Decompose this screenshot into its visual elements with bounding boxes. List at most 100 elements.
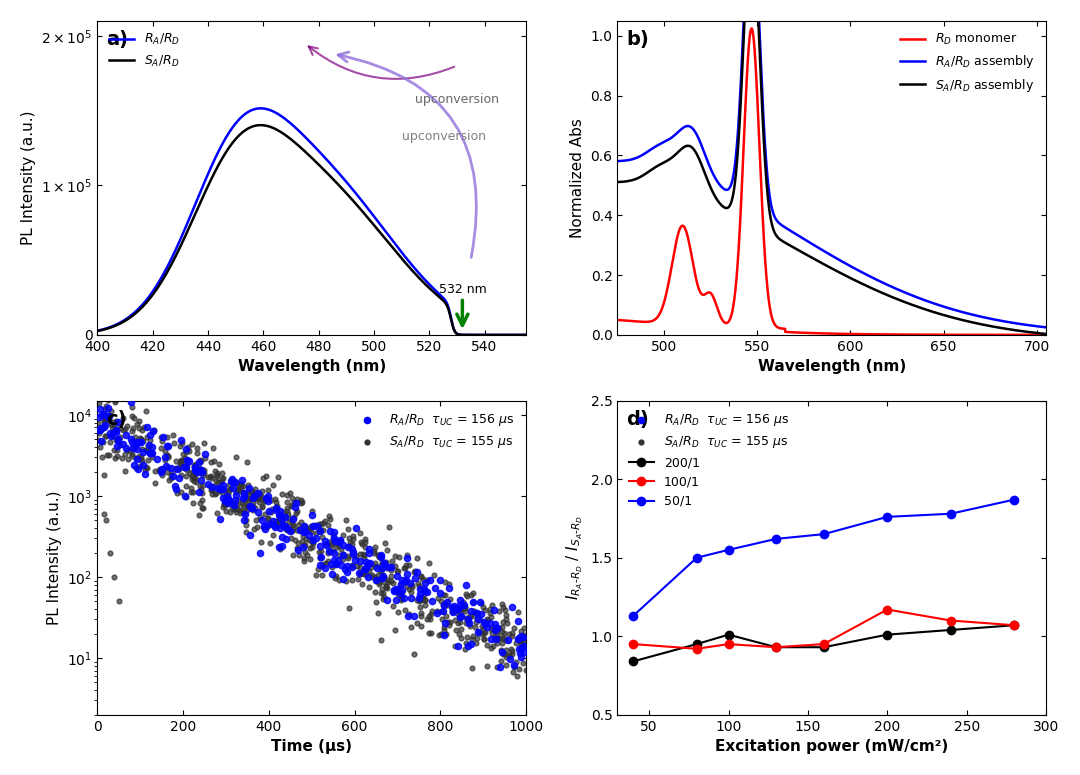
Point [253, 500, 270, 512]
Point [213, 473, 230, 485]
Point [90, 417, 107, 429]
Point [340, 540, 357, 553]
Point [256, 494, 273, 507]
Point [311, 525, 328, 537]
Point [132, 432, 149, 445]
Point [410, 584, 428, 596]
Point [108, 439, 125, 452]
Point [433, 612, 450, 625]
Point [303, 509, 321, 522]
Point [408, 566, 426, 578]
Point [167, 462, 185, 474]
Point [431, 629, 448, 642]
Point [509, 670, 526, 683]
Point [373, 556, 390, 568]
Point [134, 446, 151, 459]
Point [340, 552, 357, 564]
Point [397, 559, 415, 571]
Point [402, 591, 419, 604]
Point [373, 634, 390, 646]
Point [252, 490, 269, 502]
Point [509, 633, 526, 646]
Point [502, 642, 519, 655]
Point [271, 543, 288, 556]
Point [241, 482, 258, 494]
Point [134, 424, 151, 436]
Point [292, 525, 309, 537]
Point [324, 567, 341, 580]
Point [110, 595, 127, 608]
Point [121, 445, 138, 457]
Point [234, 498, 252, 511]
Point [314, 517, 332, 529]
Point [114, 438, 132, 450]
Point [177, 454, 194, 467]
Point [202, 456, 219, 468]
Point [159, 431, 176, 443]
Point [498, 609, 515, 622]
Point [117, 464, 134, 477]
Point [397, 574, 415, 586]
Point [426, 569, 443, 581]
Point [129, 418, 146, 430]
Point [217, 494, 234, 506]
Point [167, 455, 185, 467]
Point [267, 493, 284, 505]
Point [436, 576, 454, 588]
Point [282, 532, 299, 544]
Point [194, 468, 212, 480]
Point [320, 536, 337, 549]
Point [205, 455, 222, 467]
Point [367, 574, 384, 587]
Point [114, 412, 132, 424]
Point [249, 487, 267, 499]
Point [259, 490, 276, 502]
Point [484, 622, 501, 635]
50/1 [770, 534, 783, 543]
Point [369, 569, 387, 581]
Point [384, 600, 402, 612]
Point [244, 487, 261, 500]
Point [341, 536, 359, 549]
Point [189, 442, 206, 454]
FancyArrowPatch shape [338, 52, 476, 257]
Point [340, 601, 357, 614]
Point [433, 604, 450, 617]
Point [495, 626, 512, 639]
Point [175, 461, 192, 474]
Point [332, 534, 349, 546]
Point [505, 622, 523, 635]
Y-axis label: PL Intensity (a.u.): PL Intensity (a.u.) [21, 111, 36, 245]
Point [487, 621, 504, 633]
Point [265, 515, 282, 528]
X-axis label: Wavelength (nm): Wavelength (nm) [238, 360, 386, 374]
Point [470, 626, 487, 639]
Point [308, 532, 325, 544]
Point [293, 498, 310, 510]
Point [396, 576, 414, 588]
Point [494, 637, 511, 649]
Point [512, 630, 529, 642]
Point [431, 574, 448, 587]
Point [96, 429, 113, 442]
Point [368, 573, 386, 585]
Point [131, 415, 148, 428]
Point [408, 616, 426, 629]
Point [265, 519, 282, 532]
Point [274, 519, 292, 532]
Point [244, 501, 261, 514]
Point [97, 400, 114, 412]
Point [345, 548, 362, 560]
Point [183, 482, 200, 494]
Point [515, 622, 532, 635]
Point [464, 596, 482, 608]
Point [460, 613, 477, 625]
Point [173, 469, 190, 481]
Y-axis label: PL Intensity (a.u.): PL Intensity (a.u.) [46, 491, 62, 625]
Point [325, 529, 342, 542]
200/1 [944, 625, 957, 635]
Point [464, 596, 482, 608]
Point [485, 633, 502, 646]
Point [140, 433, 158, 446]
Point [389, 587, 406, 600]
